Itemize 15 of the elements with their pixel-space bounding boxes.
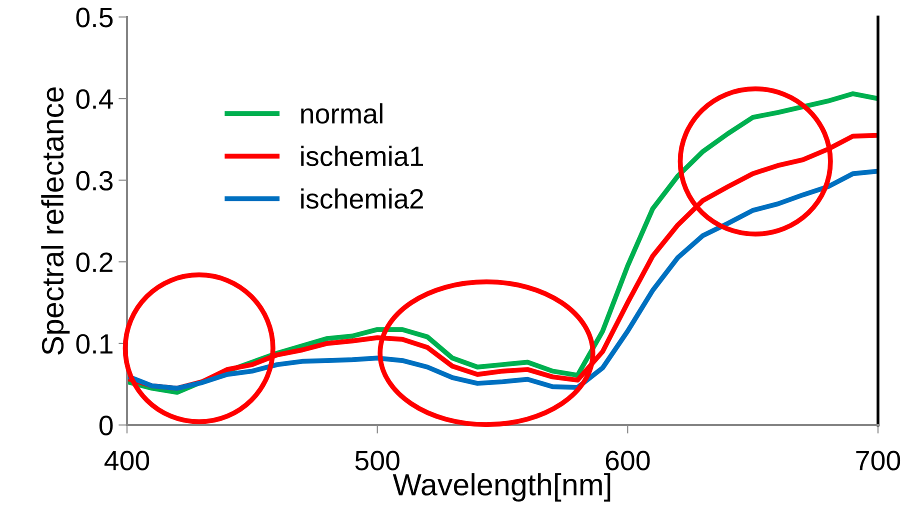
- x-tick-label: 400: [104, 450, 150, 470]
- legend-label: ischemia2: [301, 188, 423, 209]
- y-tick-label: 0.5: [76, 8, 113, 28]
- y-axis-title: Spectral reflectance: [41, 87, 70, 355]
- y-tick-label: 0.4: [76, 89, 113, 109]
- y-tick-label: 0.3: [76, 170, 113, 191]
- x-tick-label: 700: [856, 450, 900, 470]
- x-tick-label: 500: [355, 450, 400, 470]
- y-tick-label: 0.1: [76, 334, 112, 354]
- y-tick-label: 0.2: [76, 252, 112, 272]
- legend-label: normal: [301, 103, 382, 124]
- x-tick-label: 600: [606, 450, 650, 470]
- y-tick-label: 0: [99, 416, 113, 436]
- x-axis-title: Wavelength[nm]: [392, 473, 610, 502]
- legend-label: ischemia1: [301, 146, 424, 166]
